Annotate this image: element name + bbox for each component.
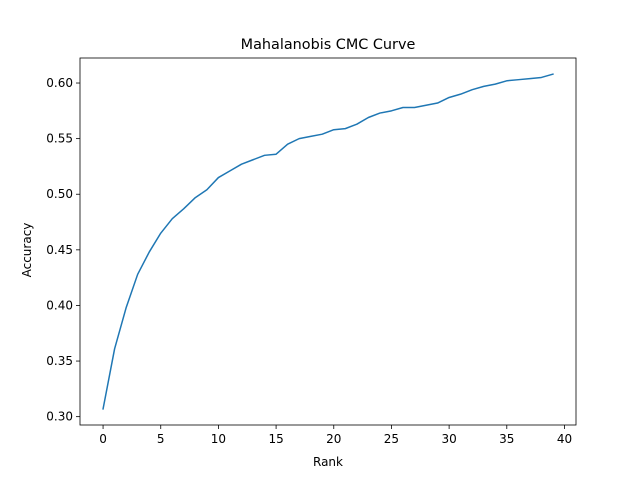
x-tick-label-25: 25 [384,432,399,446]
x-tick-label-0: 0 [99,432,107,446]
x-tick-label-15: 15 [268,432,283,446]
x-tick-label-5: 5 [157,432,165,446]
axes-frame [79,57,577,426]
x-tick-label-20: 20 [326,432,341,446]
y-tick-label-5: 0.55 [46,132,73,146]
y-tick-label-0: 0.30 [46,410,73,424]
plot-area: 0 5 10 15 20 25 30 35 40 0.30 0.35 0.40 0.45 0.50 0.55… [46,57,577,446]
y-axis-label: Accuracy [20,223,34,278]
chart-title: Mahalanobis CMC Curve [241,37,416,53]
x-axis-label: Rank [313,455,343,469]
y-tick-label-4: 0.50 [46,187,73,201]
series-line-0 [102,73,554,410]
x-tick-label-35: 35 [499,432,514,446]
y-tick-label-3: 0.45 [46,243,73,257]
x-tick-label-40: 40 [557,432,572,446]
y-tick-label-1: 0.35 [46,354,73,368]
x-tick-label-10: 10 [211,432,226,446]
y-tick-label-2: 0.40 [46,298,73,312]
x-tick-label-30: 30 [441,432,456,446]
y-tick-label-6: 0.60 [46,76,73,90]
